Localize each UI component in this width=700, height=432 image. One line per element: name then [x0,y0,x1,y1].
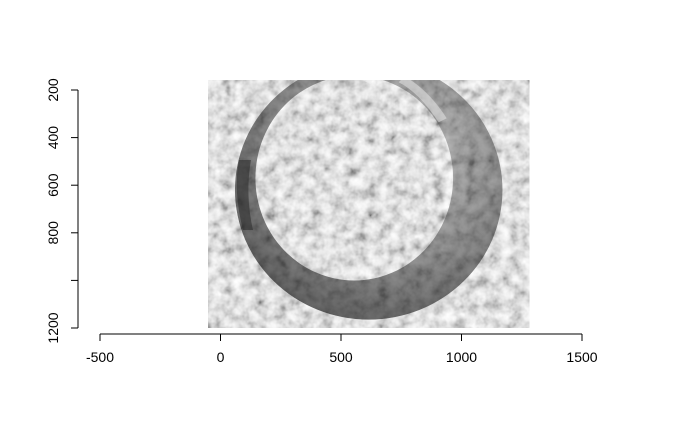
x-tick-label: 1000 [446,349,477,365]
highlight-spot [362,80,373,85]
y-tick-label: 400 [45,126,61,150]
x-tick-label: 500 [329,349,353,365]
x-tick-label: -500 [86,349,114,365]
y-tick-label: 1200 [45,312,61,343]
y-tick-label: 200 [45,78,61,102]
y-tick-label: 600 [45,173,61,197]
highlight-streak [398,80,447,123]
annulus-image [234,80,503,320]
dark-edge-shade [236,159,253,230]
y-tick-label: 800 [45,221,61,245]
x-tick-label: 0 [217,349,225,365]
axes: -500 0 500 1000 1500 200 400 600 800 1200 [45,78,598,365]
annulus-ring [234,80,503,320]
x-tick-label: 1500 [566,349,597,365]
